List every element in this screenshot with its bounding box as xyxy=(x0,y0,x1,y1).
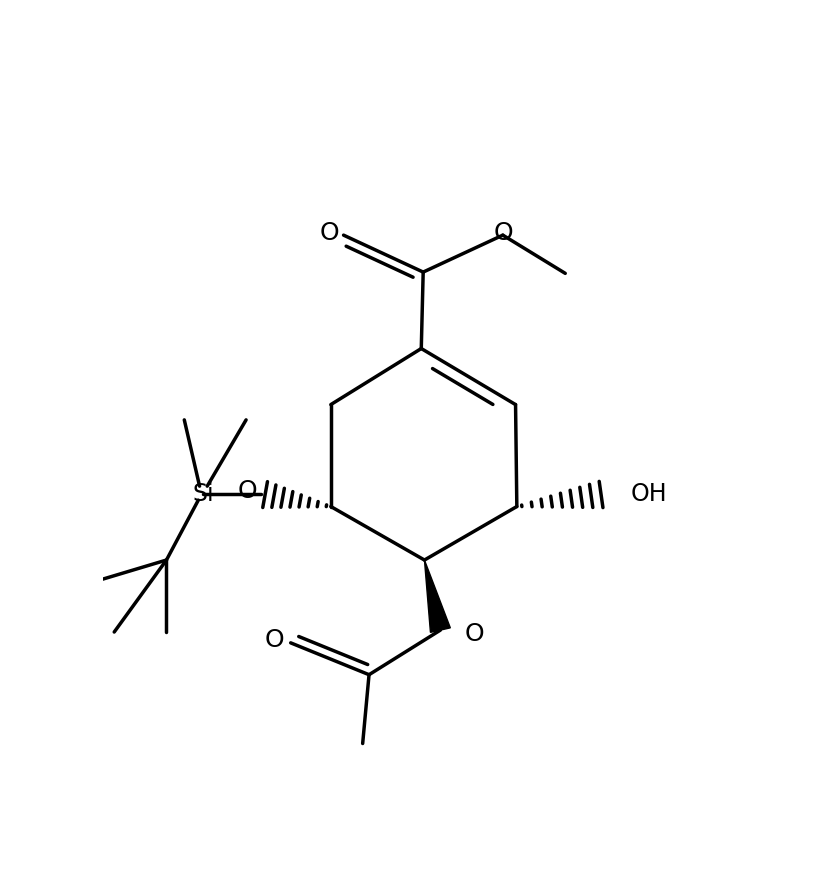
Text: OH: OH xyxy=(630,482,667,506)
Text: O: O xyxy=(320,220,339,244)
Text: O: O xyxy=(464,622,484,646)
Text: O: O xyxy=(265,628,284,652)
Text: Si: Si xyxy=(192,482,215,506)
Text: O: O xyxy=(238,479,257,503)
Text: O: O xyxy=(494,221,513,245)
Polygon shape xyxy=(424,560,450,632)
